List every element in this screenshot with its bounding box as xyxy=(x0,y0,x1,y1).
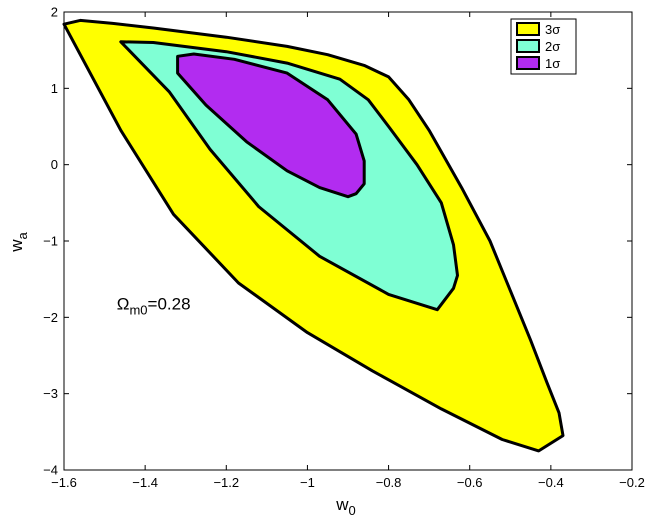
contour-region-2 xyxy=(119,40,459,312)
legend-label: 1σ xyxy=(545,56,560,71)
y-tick-label: 1 xyxy=(51,81,58,96)
x-tick-label: −0.8 xyxy=(376,475,402,490)
y-tick-label: −4 xyxy=(43,463,58,478)
contour-region-3 xyxy=(176,52,366,199)
legend-label: 3σ xyxy=(545,22,560,37)
x-tick-label: −0.4 xyxy=(538,475,564,490)
omega-annotation: Ωm0=0.28 xyxy=(117,295,191,318)
x-tick-label: −1 xyxy=(300,475,315,490)
legend-swatch xyxy=(516,39,540,53)
x-axis-label: w0 xyxy=(335,495,356,518)
y-tick-label: 0 xyxy=(51,157,58,172)
confidence-contours xyxy=(62,18,565,453)
x-tick-label: −1.6 xyxy=(51,475,77,490)
legend: 3σ 2σ 1σ xyxy=(510,18,577,75)
x-tick-label: −1.4 xyxy=(132,475,158,490)
y-axis-label: wa xyxy=(7,231,30,252)
y-tick-label: −2 xyxy=(43,310,58,325)
x-tick-label: −0.2 xyxy=(619,475,645,490)
x-axis: −1.6 −1.4 −1.2 −1 −0.8 −0.6 −0.4 −0.2 xyxy=(51,12,645,490)
y-tick-label: 2 xyxy=(51,5,58,20)
legend-label: 2σ xyxy=(545,39,560,54)
y-tick-label: −3 xyxy=(43,386,58,401)
y-tick-label: −1 xyxy=(43,234,58,249)
legend-swatch xyxy=(516,22,540,36)
x-tick-label: −1.2 xyxy=(213,475,239,490)
y-axis: −4 −3 −2 −1 0 1 2 xyxy=(43,5,632,478)
x-tick-label: −0.6 xyxy=(457,475,483,490)
legend-swatch xyxy=(516,56,540,70)
